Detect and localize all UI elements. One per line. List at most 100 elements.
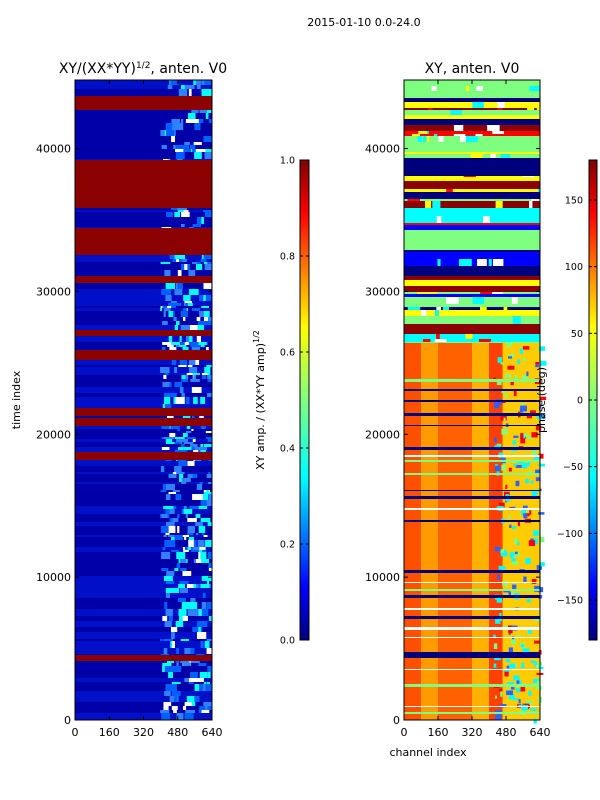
left-heatmap-cell <box>164 602 168 609</box>
figure-title: 2015-01-10 0.0-24.0 <box>307 16 420 29</box>
right-heatmap-stripe <box>404 102 540 108</box>
left-colorbar-tick-label: 1.0 <box>280 156 295 167</box>
right-heatmap-cell <box>504 131 515 134</box>
left-heatmap-cell <box>199 345 205 347</box>
left-heatmap-cell <box>182 450 188 452</box>
left-heatmap-cell <box>162 342 172 345</box>
left-y-tick-label: 40000 <box>36 143 71 156</box>
left-heatmap-cell <box>206 639 212 641</box>
left-heatmap-cell <box>174 252 178 259</box>
left-heatmap-row <box>75 494 212 500</box>
left-heatmap-cell <box>182 439 189 442</box>
left-heatmap-row <box>75 252 212 259</box>
left-heatmap-cell <box>188 602 198 609</box>
left-heatmap-cell <box>201 306 210 308</box>
right-heatmap-stripe <box>404 280 540 286</box>
right-colorbar-tick-label: 50 <box>571 329 583 340</box>
right-heatmap-speck <box>519 348 524 354</box>
left-heatmap-cell <box>181 602 191 609</box>
right-heatmap-cell <box>465 136 478 143</box>
left-heatmap-row <box>75 602 212 609</box>
left-heatmap-cell <box>191 609 199 616</box>
right-heatmap-speck <box>498 618 503 622</box>
left-heatmap-cell <box>175 397 185 404</box>
left-heatmap-cell <box>195 514 201 518</box>
right-heatmap-line <box>404 400 540 402</box>
left-heatmap-cell <box>204 212 212 217</box>
right-heatmap-cell <box>465 85 470 91</box>
left-heatmap-cell <box>179 145 190 149</box>
right-heatmap-cell <box>480 307 487 310</box>
right-heatmap-line <box>404 455 540 457</box>
right-heatmap-band <box>404 158 540 176</box>
right-heatmap-stripe <box>404 119 540 125</box>
left-heatmap-row <box>75 397 212 404</box>
left-heatmap-row <box>75 404 212 411</box>
right-heatmap-speck <box>495 464 498 467</box>
left-x-ticks: 0 160 320 480 640 <box>72 80 223 739</box>
right-heatmap-stripe <box>404 131 540 134</box>
right-heatmap-column <box>472 340 476 720</box>
left-heatmap-cell <box>188 270 196 276</box>
left-heatmap-cell <box>181 212 190 217</box>
left-heatmap-cell <box>183 706 187 710</box>
left-x-tick-label: 0 <box>72 726 79 739</box>
left-heatmap-row <box>75 568 212 571</box>
right-colorbar-tick-label: 0 <box>577 396 583 407</box>
left-heatmap-cell <box>174 437 183 439</box>
left-heatmap-cell <box>177 252 186 259</box>
right-heatmap-stripe <box>404 223 540 225</box>
right-heatmap-stripe <box>404 125 540 131</box>
left-heatmap-cell <box>161 713 171 720</box>
right-heatmap-column <box>492 340 497 720</box>
left-heatmap-band <box>75 418 212 426</box>
left-heatmap-cell <box>208 494 212 500</box>
left-heatmap-row <box>75 506 212 509</box>
right-heatmap-cell <box>431 85 437 91</box>
left-heatmap-cell <box>207 379 212 382</box>
right-heatmap-speck <box>513 463 517 467</box>
left-heatmap-cell <box>185 375 189 379</box>
left-heatmap-cell <box>179 345 187 347</box>
right-heatmap-column <box>506 340 510 720</box>
left-heatmap-row <box>75 581 212 584</box>
left-heatmap-cell <box>179 588 188 593</box>
left-heatmap-cell <box>172 311 175 317</box>
right-heatmap-column <box>478 340 483 720</box>
right-heatmap-speck <box>521 511 524 516</box>
left-heatmap-cell <box>162 547 166 550</box>
right-heatmap-stripe <box>404 307 540 310</box>
left-heatmap-cell <box>183 663 191 666</box>
right-heatmap-stripe <box>404 339 540 342</box>
left-heatmap-cell <box>165 609 173 616</box>
left-heatmap-cell <box>200 259 207 262</box>
left-heatmap-cell <box>161 447 170 450</box>
left-heatmap-cell <box>184 713 194 720</box>
left-heatmap-row <box>75 678 212 682</box>
left-heatmap-cell <box>170 123 178 130</box>
left-heatmap-row <box>75 387 212 393</box>
left-y-ticks: 0 10000 20000 30000 40000 <box>36 143 212 727</box>
left-heatmap-cell <box>192 373 197 375</box>
left-heatmap-row <box>75 706 212 710</box>
left-heatmap-cell <box>184 142 190 145</box>
right-heatmap-stripe <box>404 91 540 98</box>
left-heatmap-cell <box>207 706 212 710</box>
left-heatmap-cell <box>183 447 192 450</box>
left-heatmap-cell <box>183 308 187 311</box>
right-heatmap-line <box>404 490 540 491</box>
left-heatmap-cell <box>165 442 175 444</box>
right-heatmap-cell <box>495 201 503 208</box>
left-heatmap-cell <box>202 494 209 500</box>
left-heatmap-row <box>75 535 212 537</box>
right-heatmap-cell <box>407 199 420 201</box>
left-heatmap-cell <box>170 301 177 303</box>
left-heatmap-cell <box>175 119 178 123</box>
right-heatmap-stripe <box>404 292 540 294</box>
right-heatmap-column <box>485 340 490 720</box>
right-heatmap-speck <box>508 628 513 634</box>
right-heatmap-cell <box>509 134 517 136</box>
right-heatmap-speck <box>536 565 542 570</box>
right-heatmap-column <box>421 340 425 720</box>
right-heatmap-column <box>526 340 531 720</box>
